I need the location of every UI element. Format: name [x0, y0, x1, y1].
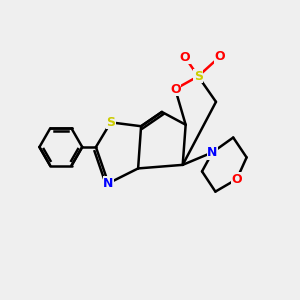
Text: O: O	[215, 50, 226, 63]
Text: N: N	[207, 146, 218, 159]
Text: N: N	[103, 177, 114, 190]
Text: O: O	[170, 82, 181, 96]
Text: S: S	[106, 116, 115, 129]
Text: O: O	[232, 172, 242, 186]
Text: O: O	[180, 51, 190, 64]
Text: S: S	[194, 70, 203, 83]
